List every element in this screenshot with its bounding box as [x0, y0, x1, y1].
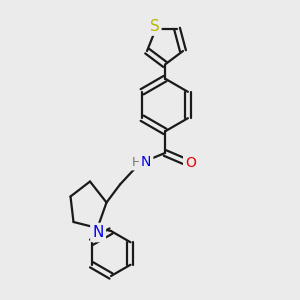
Text: O: O — [185, 156, 196, 170]
Text: H: H — [132, 155, 141, 169]
Text: N: N — [141, 155, 151, 169]
Text: S: S — [150, 19, 159, 34]
Text: N: N — [92, 225, 104, 240]
